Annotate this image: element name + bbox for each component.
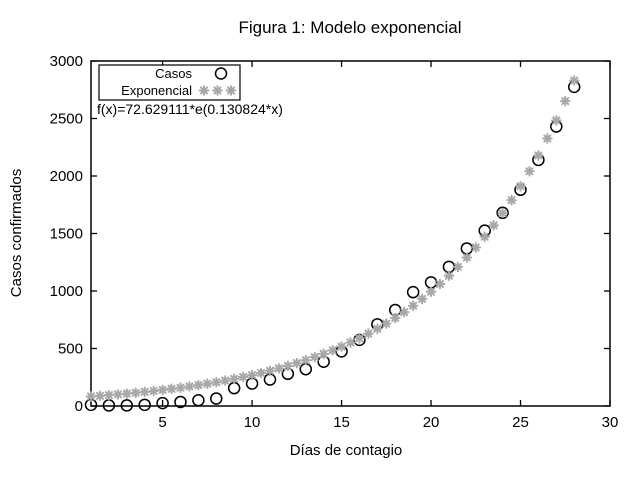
x-tick-label: 20 [423, 414, 440, 431]
legend-label-casos: Casos [155, 66, 192, 81]
open-circle-marker-icon [214, 67, 228, 80]
fit-annotation: f(x)=72.629111*e(0.130824*x) [97, 101, 283, 117]
data-point-exponencial [225, 85, 237, 96]
data-point-exponencial [479, 231, 491, 243]
data-point-exponencial [434, 278, 446, 290]
data-point-exponencial [112, 389, 124, 400]
data-point-exponencial [175, 382, 186, 393]
asterisk-marker-icon [198, 85, 237, 96]
data-point-exponencial [309, 351, 321, 363]
x-tick-label: 25 [512, 414, 529, 431]
x-tick-label: 30 [602, 414, 619, 431]
data-point-exponencial [506, 194, 517, 206]
data-point-exponencial [488, 220, 499, 231]
data-point-exponencial [273, 363, 285, 374]
data-point-exponencial [452, 261, 464, 273]
data-point-casos [138, 398, 151, 412]
legend: Casos Exponencial [98, 64, 241, 101]
data-point-exponencial [103, 389, 115, 401]
data-point-exponencial [327, 345, 338, 356]
data-point-exponencial [291, 357, 303, 369]
plot-area: 5 10 15 20 25 30 0 500 1000 1500 2000 2500 3000 [50, 53, 619, 431]
y-tick-label: 2500 [50, 111, 83, 128]
data-point-casos [174, 395, 187, 409]
data-point-exponencial [121, 388, 133, 399]
data-point-exponencial [202, 378, 213, 390]
legend-label-exponencial: Exponencial [121, 83, 192, 98]
data-point-casos [214, 67, 228, 80]
data-point-casos [424, 276, 438, 289]
data-point-exponencial [407, 300, 419, 312]
y-tick-label: 1000 [50, 283, 83, 300]
data-point-exponencial [336, 341, 347, 352]
data-point-exponencial [210, 376, 222, 388]
data-point-exponencial [380, 318, 392, 329]
data-point-exponencial [198, 85, 210, 96]
data-point-exponencial [157, 384, 168, 396]
y-tick-label: 2000 [50, 168, 83, 185]
data-point-exponencial [166, 383, 177, 395]
data-point-exponencial [85, 391, 97, 402]
y-tick-label: 3000 [50, 53, 83, 70]
data-point-exponencial [139, 386, 150, 398]
y-axis-label: Casos confirmados [8, 169, 25, 297]
data-point-casos [120, 399, 134, 412]
data-point-exponencial [219, 375, 231, 386]
chart-title: Figura 1: Modelo exponencial [238, 18, 461, 37]
data-point-exponencial [398, 306, 410, 318]
data-point-exponencial [148, 385, 159, 397]
data-point-exponencial [318, 348, 329, 360]
data-point-exponencial [264, 365, 276, 377]
y-tick-label: 1500 [50, 226, 83, 243]
x-tick-label: 15 [333, 414, 350, 431]
data-point-exponencial [425, 286, 437, 298]
data-point-exponencial [193, 379, 204, 391]
data-point-casos [210, 392, 223, 405]
data-point-exponencial [94, 390, 106, 402]
data-point-exponencial [542, 133, 553, 144]
data-point-exponencial [470, 242, 482, 253]
data-point-exponencial [237, 371, 249, 383]
data-point-exponencial [497, 207, 508, 219]
data-point-exponencial [345, 337, 356, 348]
data-point-exponencial [389, 312, 401, 324]
data-point-exponencial [212, 85, 223, 96]
x-tick-label: 10 [244, 414, 261, 431]
y-tick-label: 0 [75, 398, 83, 415]
data-point-exponencial [282, 360, 294, 372]
data-point-exponencial [130, 387, 142, 399]
data-point-exponencial [416, 293, 428, 305]
data-point-exponencial [372, 323, 383, 335]
data-point-exponencial [184, 381, 195, 392]
data-point-exponencial [255, 367, 267, 379]
x-axis-label: Días de contagio [290, 442, 403, 459]
data-point-exponencial [559, 95, 571, 107]
data-point-exponencial [533, 150, 544, 161]
y-tick-label: 500 [58, 341, 83, 358]
data-point-casos [406, 285, 420, 299]
data-point-casos [227, 381, 241, 395]
data-point-exponencial [300, 354, 312, 366]
data-point-exponencial [228, 373, 240, 385]
data-point-casos [156, 396, 169, 410]
data-point-exponencial [354, 332, 365, 344]
data-point-exponencial [461, 252, 473, 263]
data-point-exponencial [246, 369, 258, 381]
data-point-exponencial [524, 165, 535, 177]
data-point-exponencial [551, 115, 562, 126]
data-point-exponencial [568, 75, 580, 86]
x-tick-label: 5 [158, 414, 166, 431]
data-point-casos [192, 394, 205, 407]
data-point-exponencial [363, 328, 374, 339]
data-point-exponencial [515, 180, 526, 192]
data-point-exponencial [443, 270, 455, 282]
